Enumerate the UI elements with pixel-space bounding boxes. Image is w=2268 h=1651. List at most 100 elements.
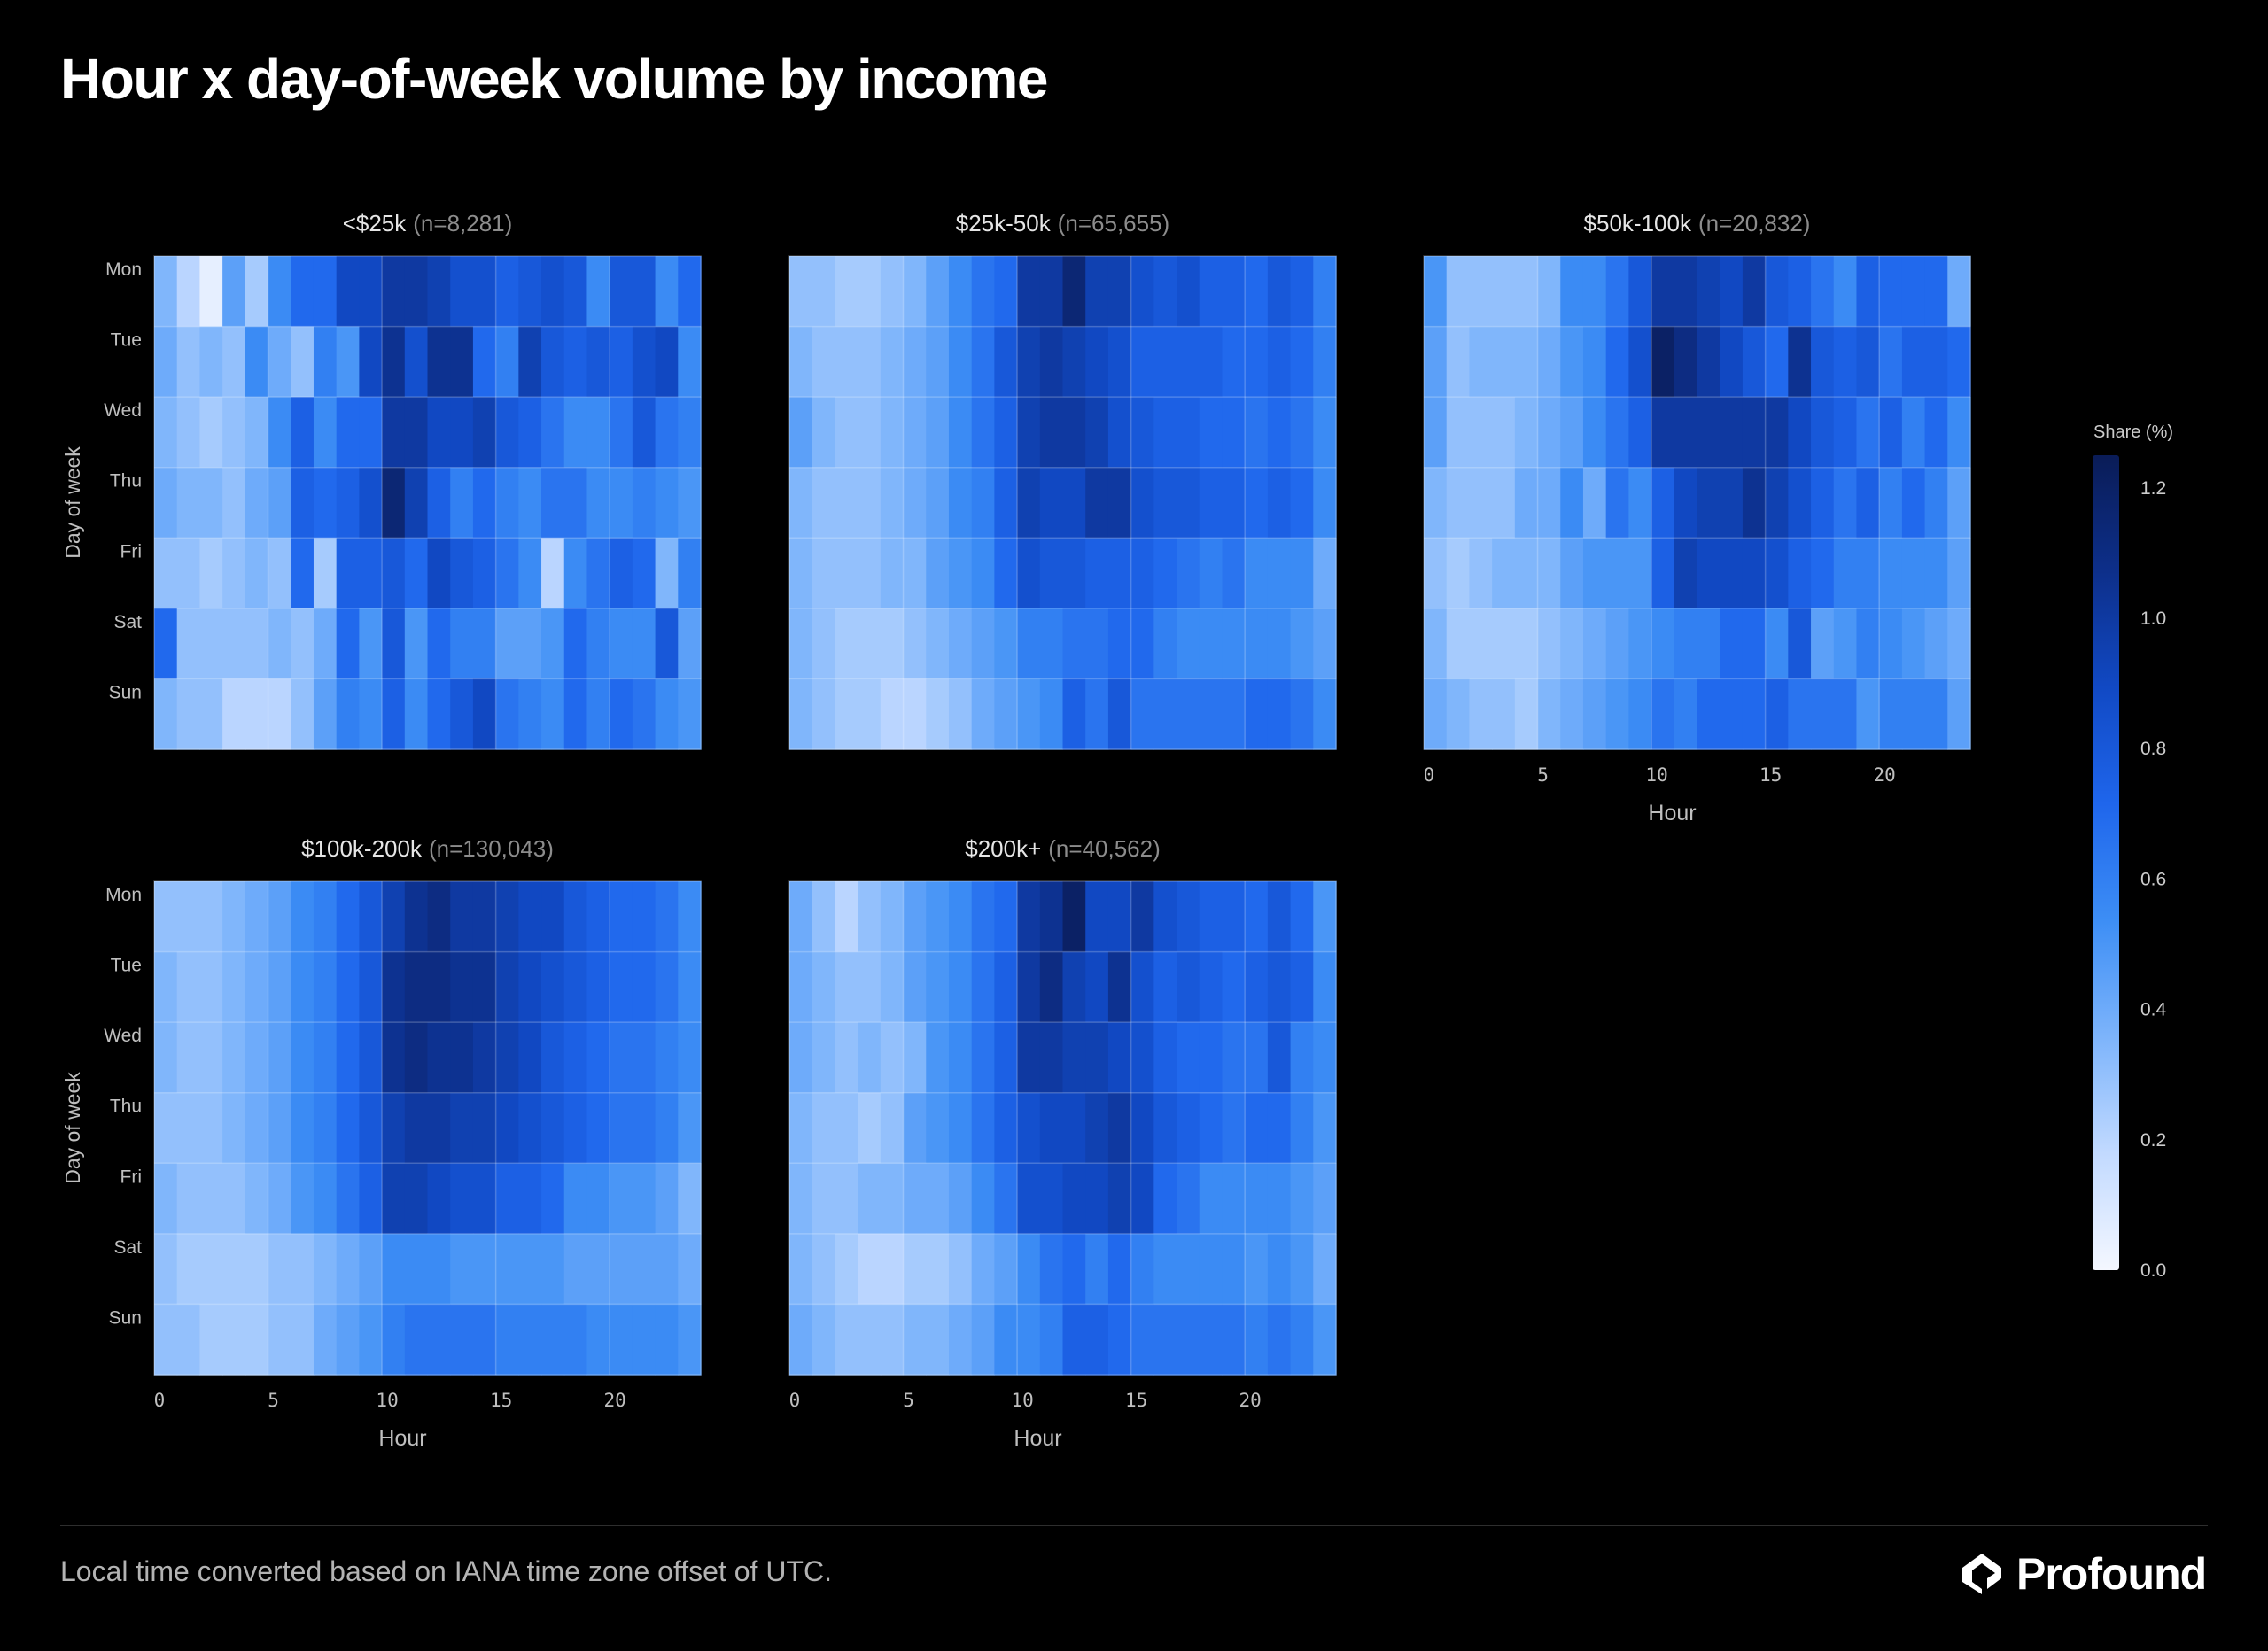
heatmap-cell — [971, 951, 995, 1023]
heatmap-cell — [359, 1022, 383, 1094]
heatmap-cell — [1085, 1233, 1109, 1306]
x-tick-label: 0 — [1424, 764, 1435, 786]
heatmap-cell — [926, 1022, 950, 1094]
heatmap-cell — [154, 1092, 178, 1164]
heatmap-cell — [1856, 256, 1880, 328]
heatmap-cell — [518, 538, 542, 609]
heatmap-cell — [1039, 881, 1064, 953]
x-tick-label: 10 — [1011, 1390, 1033, 1411]
heatmap-cell — [1245, 1233, 1269, 1306]
heatmap-cell — [1199, 467, 1223, 539]
heatmap-cell — [926, 678, 950, 750]
panel-frame — [153, 255, 702, 750]
heatmap-cell — [199, 538, 223, 609]
heatmap-cell — [1062, 951, 1086, 1023]
panel-title-name: $25k-50k — [956, 210, 1052, 236]
heatmap-cell — [1856, 467, 1880, 539]
heatmap-cell — [1062, 1022, 1086, 1094]
heatmap-cell — [678, 1163, 702, 1235]
heatmap-cell — [404, 256, 429, 328]
heatmap-cell — [1313, 678, 1337, 750]
heatmap-cell — [678, 881, 702, 953]
heatmap-cell — [1290, 881, 1314, 953]
heatmap-cell — [382, 1022, 406, 1094]
heatmap-cell — [880, 678, 905, 750]
heatmap-cell — [1424, 256, 1448, 328]
heatmap-cell — [1446, 397, 1471, 469]
heatmap-cell — [199, 467, 223, 539]
heatmap-cell — [245, 1022, 269, 1094]
heatmap-cell — [382, 397, 406, 469]
heatmap-cell — [1947, 538, 1971, 609]
heatmap-cell — [1107, 678, 1132, 750]
heatmap-cell — [655, 1304, 679, 1376]
y-tick-label: Mon — [105, 260, 142, 280]
heatmap-cell — [1674, 256, 1698, 328]
heatmap-cell — [1130, 256, 1154, 328]
heatmap-cell — [994, 538, 1018, 609]
heatmap-cell — [1446, 467, 1471, 539]
heatmap-cell — [1130, 1092, 1154, 1164]
x-tick-label: 0 — [154, 1390, 166, 1411]
heatmap-cell — [222, 538, 246, 609]
heatmap-cell — [1651, 397, 1675, 469]
heatmap-cell — [586, 397, 610, 469]
heatmap-cell — [789, 1092, 813, 1164]
heatmap-cell — [1245, 1092, 1269, 1164]
heatmap-cell — [948, 326, 973, 398]
heatmap-cell — [835, 467, 858, 539]
heatmap-cell — [632, 678, 656, 750]
heatmap-cell — [382, 881, 406, 953]
heatmap-cell — [154, 1233, 178, 1306]
x-tick-label: 10 — [376, 1390, 398, 1411]
heatmap-cell — [880, 1163, 905, 1235]
heatmap-cell — [903, 1092, 927, 1164]
heatmap-cell — [1605, 326, 1629, 398]
heatmap-cell — [472, 881, 497, 953]
heatmap-cell — [1017, 881, 1041, 953]
heatmap-cell — [971, 678, 995, 750]
heatmap-cell — [472, 1092, 497, 1164]
heatmap-cell — [1017, 608, 1041, 680]
heatmap-cell — [1199, 1092, 1223, 1164]
heatmap-cell — [1085, 951, 1109, 1023]
heatmap-cell — [563, 608, 588, 680]
heatmap-cell — [1492, 608, 1516, 680]
heatmap-cell — [313, 397, 338, 469]
heatmap-cell — [835, 397, 858, 469]
heatmap-cell — [222, 1163, 246, 1235]
heatmap-cell — [336, 951, 360, 1023]
heatmap-panel: $200k+ (n=40,562) 0 5 10 15 20 Hour — [788, 835, 1337, 1451]
heatmap-cell — [1492, 467, 1516, 539]
heatmap-cell — [586, 1233, 610, 1306]
heatmap-cell — [1313, 1022, 1337, 1094]
heatmap-cell — [610, 951, 633, 1023]
heatmap-cell — [1313, 256, 1337, 328]
heatmap-cell — [1628, 678, 1652, 750]
heatmap-cell — [495, 1092, 519, 1164]
heatmap-cell — [948, 538, 973, 609]
heatmap-cell — [245, 1163, 269, 1235]
heatmap-cell — [1856, 326, 1880, 398]
heatmap-cell — [222, 1233, 246, 1306]
heatmap-cell — [495, 1304, 519, 1376]
colorbar-tick-label: 0.2 — [2140, 1130, 2166, 1151]
heatmap-cell — [1153, 678, 1177, 750]
heatmap-cell — [655, 256, 679, 328]
heatmap-cell — [472, 1304, 497, 1376]
heatmap-cell — [1017, 1163, 1041, 1235]
heatmap-cell — [1199, 1304, 1223, 1376]
heatmap-cell — [678, 538, 702, 609]
heatmap-cell — [789, 256, 813, 328]
heatmap-cell — [835, 1092, 858, 1164]
heatmap-cell — [268, 538, 291, 609]
heatmap-cell — [1720, 326, 1744, 398]
heatmap-cell — [1514, 467, 1539, 539]
heatmap-cell — [154, 951, 178, 1023]
heatmap-cell — [1062, 678, 1086, 750]
heatmap-cell — [1833, 467, 1858, 539]
x-tick-label: 15 — [490, 1390, 512, 1411]
heatmap-cell — [268, 1233, 291, 1306]
heatmap-cell — [655, 678, 679, 750]
heatmap-cell — [1017, 951, 1041, 1023]
